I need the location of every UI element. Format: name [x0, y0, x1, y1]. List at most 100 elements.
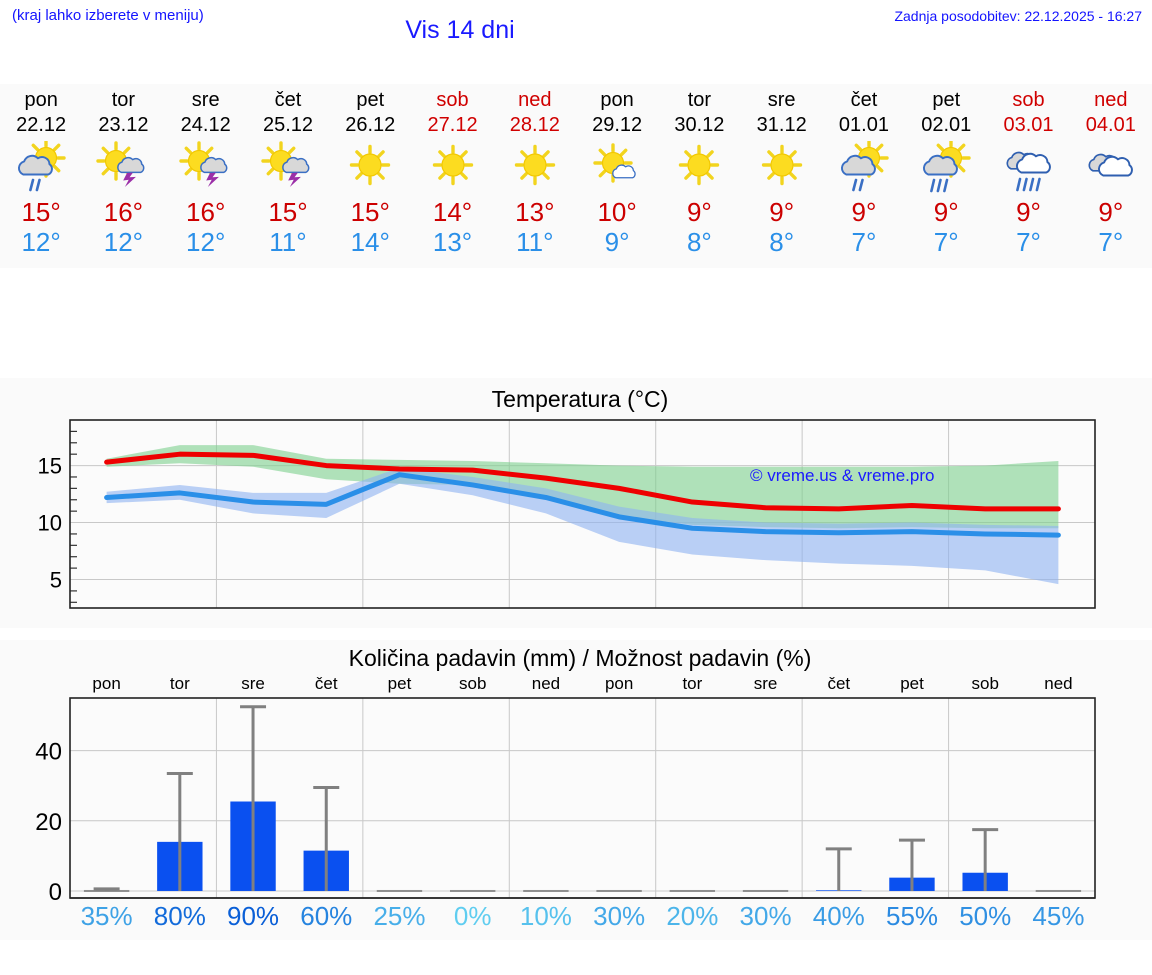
precipitation-probability-value: 25% — [373, 901, 426, 931]
day-date-label: 24.12 — [180, 114, 231, 136]
min-temperature-value: 9° — [604, 227, 630, 257]
sun-icon — [329, 141, 411, 196]
day-date-label: 25.12 — [262, 114, 314, 136]
max-temperature-value: 9° — [1016, 197, 1041, 227]
min-temperature-value: 12° — [103, 227, 144, 257]
sun-cloud-rain-icon — [823, 141, 905, 196]
precipitation-day-label: sre — [241, 674, 265, 693]
precipitation-probability-value: 80% — [153, 901, 206, 931]
sun-cloud-thunder-icon — [247, 141, 329, 196]
min-temperature-value: 11° — [516, 227, 554, 257]
precipitation-day-label: pet — [387, 674, 412, 693]
day-of-week-label: ned — [518, 89, 552, 111]
precipitation-day-label: pet — [900, 674, 924, 693]
precipitation-day-label: ned — [531, 674, 561, 693]
day-date-label: 26.12 — [345, 114, 396, 136]
forecast-day-column[interactable]: pon 22.12 15° 12° — [0, 84, 82, 268]
svg-text:10: 10 — [38, 511, 62, 536]
forecast-day-column[interactable]: ned 04.01 9° 7° — [1070, 84, 1152, 268]
forecast-day-column[interactable]: sre 31.12 9° 8° — [741, 84, 823, 268]
min-temperature-value: 12° — [21, 227, 61, 257]
precipitation-day-label: tor — [682, 674, 703, 693]
precipitation-chart-svg: 0 20 40 — [35, 697, 1096, 906]
day-of-week-label: čet — [274, 89, 302, 111]
forecast-day-column[interactable]: pet 26.12 15° 14° — [329, 84, 411, 268]
menu-hint-text: (kraj lahko izberete v meniju) — [12, 7, 204, 24]
temperature-chart-section: Temperatura (°C) 5 10 15 — [0, 378, 1152, 628]
precipitation-probability-value: 0% — [453, 901, 492, 931]
max-temperature-value: 14° — [432, 197, 473, 227]
spacer-below-temp-chart — [0, 628, 1152, 640]
min-temperature-value: 11° — [269, 227, 307, 257]
spacer-above-temp-chart — [0, 268, 1152, 378]
precipitation-day-label: pon — [92, 674, 121, 693]
precipitation-day-label: ned — [1044, 674, 1073, 693]
precipitation-day-label: čet — [314, 674, 338, 693]
max-temperature-value: 16° — [186, 197, 226, 227]
sun-small-cloud-icon — [576, 141, 658, 196]
forecast-day-column[interactable]: sob 27.12 14° 13° — [411, 84, 493, 268]
temperature-chart-svg: 5 10 15 — [38, 419, 1096, 609]
forecast-day-column[interactable]: čet 25.12 15° 11° — [247, 84, 329, 268]
svg-text:5: 5 — [50, 568, 62, 593]
forecast-day-column[interactable]: pet 02.01 9° 7° — [905, 84, 987, 268]
min-temperature-value: 12° — [186, 227, 226, 257]
cloud-icon — [1070, 141, 1152, 196]
precipitation-day-label: sre — [753, 674, 778, 693]
forecast-day-column[interactable]: čet 01.01 9° 7° — [823, 84, 905, 268]
precipitation-probability-value: 50% — [959, 901, 1012, 931]
sun-cloud-thunder-icon — [165, 141, 247, 196]
day-date-label: 28.12 — [509, 114, 560, 136]
forecast-day-column[interactable]: tor 23.12 16° 12° — [82, 84, 164, 268]
max-temperature-value: 9° — [933, 197, 959, 227]
day-date-label: 31.12 — [756, 114, 807, 136]
sun-icon — [411, 141, 493, 196]
min-temperature-value: 8° — [686, 227, 712, 257]
day-of-week-label: sre — [191, 89, 220, 111]
max-temperature-value: 15° — [21, 197, 61, 227]
precipitation-probability-value: 55% — [885, 901, 939, 931]
bottom-spacer — [0, 940, 1152, 975]
sun-cloud-rain-icon — [0, 141, 82, 196]
cloud-rain-icon — [987, 141, 1069, 196]
min-temperature-value: 7° — [1098, 227, 1124, 257]
precipitation-probability-value: 40% — [812, 901, 865, 931]
min-temperature-value: 7° — [1016, 227, 1041, 257]
forecast-day-strip: pon 22.12 15° 12° tor 23.12 16° 12° sre 24.12 16° 1… — [0, 84, 1152, 268]
day-date-label: 03.01 — [1003, 114, 1054, 136]
day-date-label: 23.12 — [98, 114, 149, 136]
precipitation-day-label: sob — [458, 674, 487, 693]
last-update-text: Zadnja posodobitev: 22.12.2025 - 16:27 — [894, 8, 1142, 24]
precipitation-probability-value: 35% — [80, 901, 133, 931]
min-temperature-value: 14° — [350, 227, 390, 257]
precipitation-chart-title: Količina padavin (mm) / Možnost padavin … — [348, 645, 812, 671]
max-temperature-value: 9° — [851, 197, 877, 227]
precipitation-day-label: čet — [827, 674, 851, 693]
precipitation-probability-value: 10% — [519, 901, 572, 931]
day-date-label: 22.12 — [16, 114, 67, 136]
precipitation-day-label: sob — [971, 674, 999, 693]
precipitation-chart-section: Količina padavin (mm) / Možnost padavin … — [0, 640, 1152, 940]
forecast-day-column[interactable]: sob 03.01 9° 7° — [987, 84, 1069, 268]
day-of-week-label: tor — [687, 89, 712, 111]
forecast-day-column[interactable]: tor 30.12 9° 8° — [658, 84, 740, 268]
precipitation-day-label: pon — [604, 674, 634, 693]
day-of-week-label: sob — [1012, 89, 1045, 111]
precipitation-probability-value: 30% — [593, 901, 646, 931]
day-of-week-label: sre — [767, 89, 796, 111]
max-temperature-value: 15° — [350, 197, 390, 227]
day-date-label: 01.01 — [838, 114, 889, 136]
day-of-week-label: ned — [1094, 89, 1128, 111]
sun-icon — [741, 141, 823, 196]
day-date-label: 30.12 — [674, 114, 725, 136]
forecast-day-column[interactable]: ned 28.12 13° 11° — [494, 84, 576, 268]
temperature-chart-title: Temperatura (°C) — [491, 386, 669, 412]
precipitation-day-labels: pon tor sre čet pet sob ned pon tor sre čet pet sob n… — [70, 674, 1095, 694]
max-temperature-value: 15° — [268, 197, 308, 227]
day-of-week-label: sob — [436, 89, 469, 111]
precipitation-probability-value: 45% — [1032, 901, 1085, 931]
forecast-day-column[interactable]: sre 24.12 16° 12° — [165, 84, 247, 268]
page-title: Vis 14 dni — [405, 16, 515, 44]
day-of-week-label: tor — [111, 89, 136, 111]
forecast-day-column[interactable]: pon 29.12 10° 9° — [576, 84, 658, 268]
